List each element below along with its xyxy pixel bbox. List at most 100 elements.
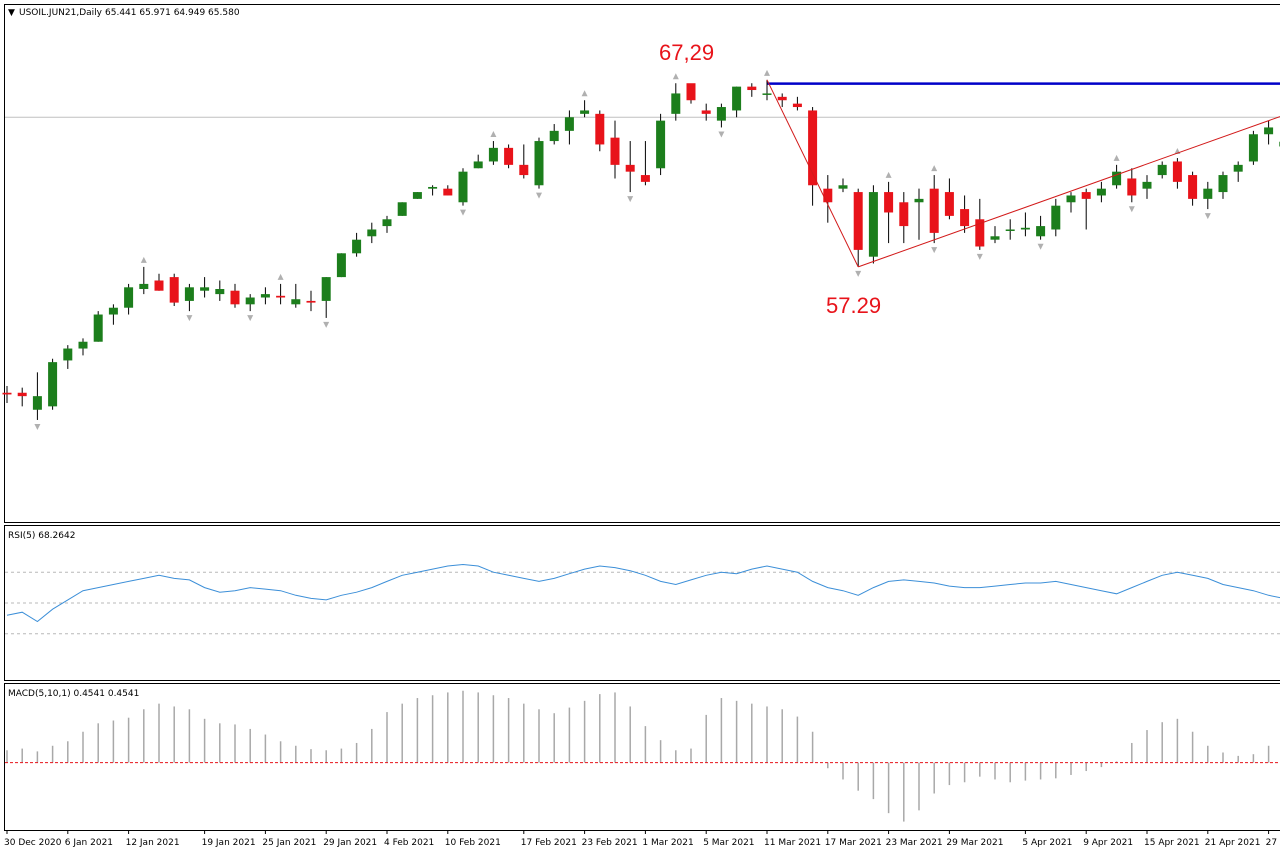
candle[interactable] xyxy=(1051,198,1061,237)
candle[interactable] xyxy=(124,283,134,315)
up-trend-line[interactable] xyxy=(858,116,1280,268)
candle[interactable] xyxy=(321,277,331,318)
candle[interactable] xyxy=(78,338,88,356)
candle[interactable] xyxy=(17,387,27,407)
candle[interactable] xyxy=(625,141,635,193)
candle[interactable] xyxy=(230,283,240,308)
candle[interactable] xyxy=(686,83,696,104)
symbol-menu-arrow-icon[interactable]: ▼ xyxy=(8,8,15,18)
candle[interactable] xyxy=(610,120,620,179)
candle[interactable] xyxy=(747,83,757,97)
candle[interactable] xyxy=(1218,171,1228,199)
candle[interactable] xyxy=(1020,212,1030,237)
candle[interactable] xyxy=(504,144,514,169)
candle[interactable] xyxy=(367,222,377,244)
candle-body xyxy=(1020,227,1030,230)
fractal-down-icon xyxy=(247,315,254,322)
candle[interactable] xyxy=(1005,219,1015,240)
symbol-label: USOIL.JUN21,Daily xyxy=(19,8,103,18)
candle[interactable] xyxy=(1264,120,1274,145)
candle[interactable] xyxy=(276,283,286,305)
candle[interactable] xyxy=(458,168,468,206)
candle[interactable] xyxy=(2,385,12,403)
candle[interactable] xyxy=(428,185,438,196)
candle[interactable] xyxy=(488,141,498,165)
candle[interactable] xyxy=(838,178,848,193)
candle[interactable] xyxy=(184,283,194,312)
candle[interactable] xyxy=(1142,175,1152,199)
candle[interactable] xyxy=(564,110,574,145)
candle[interactable] xyxy=(1233,161,1243,182)
candle-body xyxy=(412,192,422,199)
candle[interactable] xyxy=(777,93,787,108)
candle[interactable] xyxy=(154,273,164,291)
candle[interactable] xyxy=(1112,164,1122,189)
candle[interactable] xyxy=(32,372,42,420)
candle[interactable] xyxy=(595,110,605,152)
candle[interactable] xyxy=(200,277,210,298)
candle[interactable] xyxy=(580,100,590,118)
candle[interactable] xyxy=(716,103,726,128)
candle[interactable] xyxy=(352,232,362,257)
candle[interactable] xyxy=(899,192,909,244)
candle[interactable] xyxy=(823,175,833,223)
candle[interactable] xyxy=(1188,171,1198,206)
candle[interactable] xyxy=(306,290,316,312)
candle[interactable] xyxy=(139,266,149,295)
down-trend-line[interactable] xyxy=(766,79,859,268)
candle[interactable] xyxy=(990,226,1000,244)
candle-body xyxy=(17,392,27,397)
candle[interactable] xyxy=(260,287,270,305)
candle-body xyxy=(1218,175,1228,193)
candle[interactable] xyxy=(1248,130,1258,165)
macd-pane[interactable] xyxy=(5,690,1280,822)
candle[interactable] xyxy=(808,107,818,206)
candle[interactable] xyxy=(336,253,346,278)
candle[interactable] xyxy=(534,137,544,189)
candle[interactable] xyxy=(853,188,863,267)
candle[interactable] xyxy=(443,185,453,196)
price-pane[interactable] xyxy=(2,69,1280,430)
candle[interactable] xyxy=(473,154,483,169)
candle[interactable] xyxy=(1127,168,1137,203)
candle[interactable] xyxy=(671,83,681,121)
candle-body xyxy=(32,396,42,410)
candle[interactable] xyxy=(1096,181,1106,203)
candle[interactable] xyxy=(792,96,802,111)
candle[interactable] xyxy=(215,280,225,301)
candle[interactable] xyxy=(944,178,954,220)
candle[interactable] xyxy=(975,198,985,250)
candle[interactable] xyxy=(382,215,392,233)
candle[interactable] xyxy=(93,311,103,342)
candle[interactable] xyxy=(640,141,650,186)
candle[interactable] xyxy=(1157,161,1167,179)
candle[interactable] xyxy=(884,181,894,244)
candle[interactable] xyxy=(63,345,73,369)
candle-body xyxy=(595,113,605,145)
candle[interactable] xyxy=(1066,192,1076,213)
candle[interactable] xyxy=(701,103,711,121)
candle[interactable] xyxy=(397,202,407,216)
candle-body xyxy=(808,110,818,186)
candle[interactable] xyxy=(549,124,559,145)
candle[interactable] xyxy=(656,113,666,176)
candle[interactable] xyxy=(1081,188,1091,230)
candle[interactable] xyxy=(914,188,924,240)
candle[interactable] xyxy=(762,79,772,101)
candle[interactable] xyxy=(519,144,529,179)
candle[interactable] xyxy=(868,185,878,264)
candle[interactable] xyxy=(169,273,179,307)
candle[interactable] xyxy=(245,294,255,312)
rsi-pane[interactable] xyxy=(5,563,1280,635)
candle[interactable] xyxy=(412,192,422,199)
candle[interactable] xyxy=(929,175,939,244)
candle[interactable] xyxy=(291,283,301,308)
candle[interactable] xyxy=(1203,181,1213,210)
candle[interactable] xyxy=(732,86,742,118)
candle[interactable] xyxy=(1172,158,1182,189)
candle[interactable] xyxy=(48,358,58,410)
candle[interactable] xyxy=(960,195,970,233)
candle[interactable] xyxy=(1036,215,1046,240)
candle[interactable] xyxy=(108,304,118,325)
